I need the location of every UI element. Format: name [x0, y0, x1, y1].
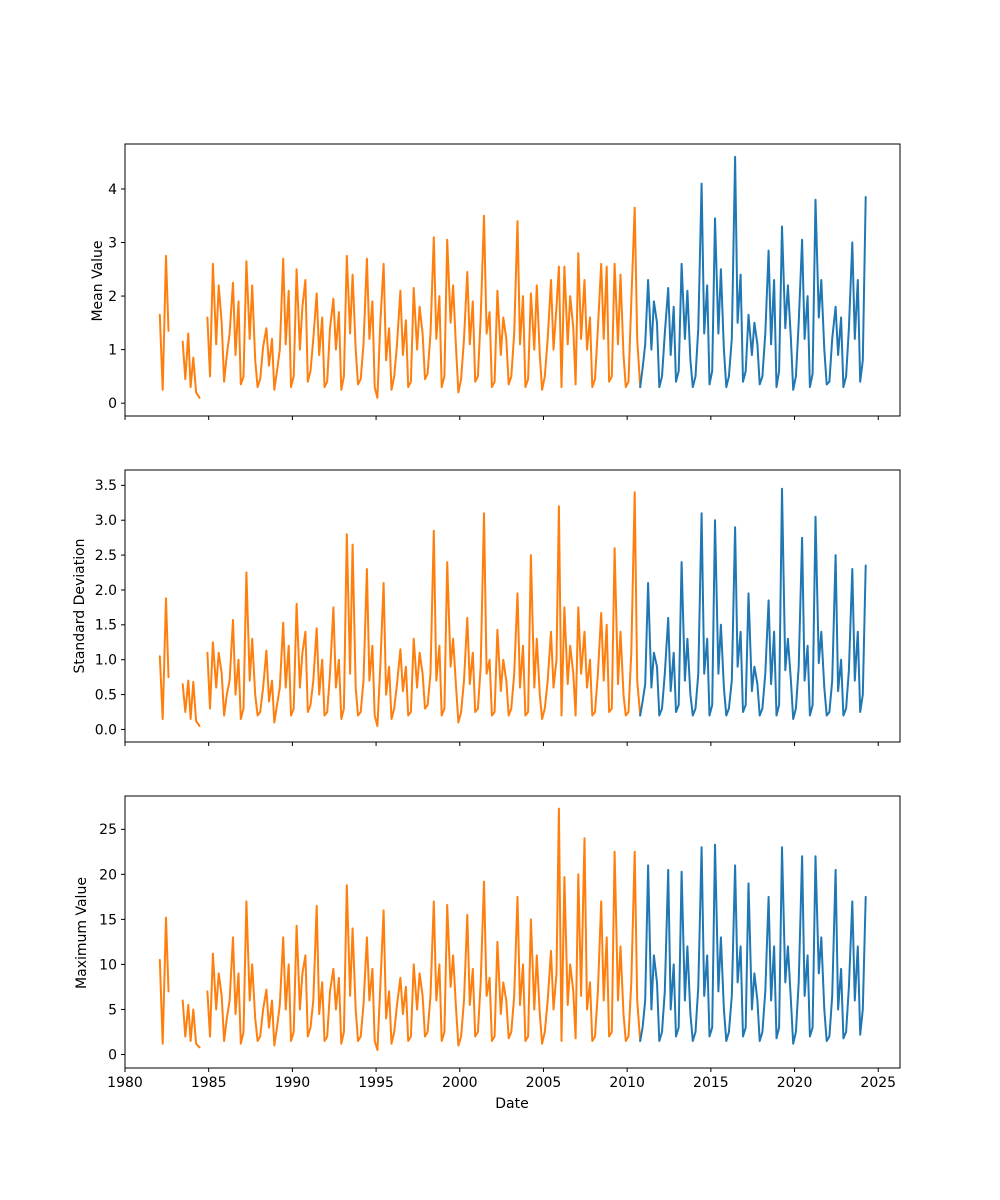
x-axis-label-date: Date — [495, 1096, 529, 1112]
x-tick-label: 1980 — [107, 1075, 143, 1091]
y-tick-label: 20 — [99, 867, 117, 883]
x-tick-label: 2005 — [526, 1075, 562, 1091]
series-line-1982-2010 — [158, 916, 170, 1045]
series-line-1982-2010 — [158, 597, 170, 720]
y-tick-label: 0 — [108, 396, 117, 412]
plot-area-svg: 0.0 0.5 1.0 1.5 2.0 2.5 3.0 3.5 — [95, 469, 901, 746]
y-tick-label: 3.5 — [95, 478, 117, 494]
y-tick-label: 5 — [108, 1002, 117, 1018]
y-tick-label: 0 — [108, 1047, 117, 1063]
series-line-1982-2010 — [206, 491, 642, 727]
series-line-1982-2010 — [158, 254, 170, 391]
series-line-2010-2024 — [639, 843, 867, 1045]
axes-frame — [124, 795, 901, 1069]
y-tick-label: 1 — [108, 343, 117, 359]
series-line-1982-2010 — [181, 679, 201, 727]
chart-standard-deviation: 0.0 0.5 1.0 1.5 2.0 2.5 3.0 3.5 — [70, 462, 930, 767]
y-tick-label: 1.5 — [95, 618, 117, 634]
y-tick-label: 1.0 — [95, 653, 117, 669]
y-tick-label: 2 — [108, 289, 117, 305]
y-axis-label-maximum-value: Maximum Value — [74, 877, 90, 989]
series-line-1982-2010 — [206, 807, 642, 1051]
y-tick-label: 10 — [99, 957, 117, 973]
series-line-1982-2010 — [206, 206, 642, 399]
series-line-1982-2010 — [181, 332, 201, 399]
y-axis-label-mean-value: Mean Value — [90, 240, 106, 322]
x-tick-label: 1995 — [358, 1075, 394, 1091]
x-tick-label: 2010 — [609, 1075, 645, 1091]
x-tick-label: 2015 — [693, 1075, 729, 1091]
y-axis-label-standard-deviation: Standard Deviation — [72, 538, 88, 674]
y-tick-label: 3.0 — [95, 513, 117, 529]
axes-frame — [124, 469, 901, 743]
series-line-2010-2024 — [639, 487, 867, 720]
plot-area-svg: 0 1 2 3 4 — [108, 143, 901, 420]
y-tick-label: 3 — [108, 235, 117, 251]
y-tick-label: 15 — [99, 912, 117, 928]
x-tick-label: 1985 — [191, 1075, 227, 1091]
chart-mean-value: 0 1 2 3 4 — [70, 136, 930, 441]
y-tick-label: 0.5 — [95, 687, 117, 703]
x-tick-label: 2020 — [777, 1075, 813, 1091]
y-tick-label: 2.5 — [95, 548, 117, 564]
chart-maximum-value: 0 5 10 15 20 25 1980 1985 1990 1995 2000 2005 2010 20… — [70, 788, 930, 1093]
y-tick-label: 0.0 — [95, 722, 117, 738]
series-line-2010-2024 — [639, 155, 867, 391]
y-tick-label: 25 — [99, 822, 117, 838]
y-tick-label: 2.0 — [95, 583, 117, 599]
y-tick-label: 4 — [108, 182, 117, 198]
x-tick-label: 2025 — [860, 1075, 896, 1091]
series-line-1982-2010 — [181, 999, 201, 1049]
x-tick-label: 2000 — [442, 1075, 478, 1091]
x-tick-label: 1990 — [275, 1075, 311, 1091]
axes-frame — [124, 143, 901, 417]
